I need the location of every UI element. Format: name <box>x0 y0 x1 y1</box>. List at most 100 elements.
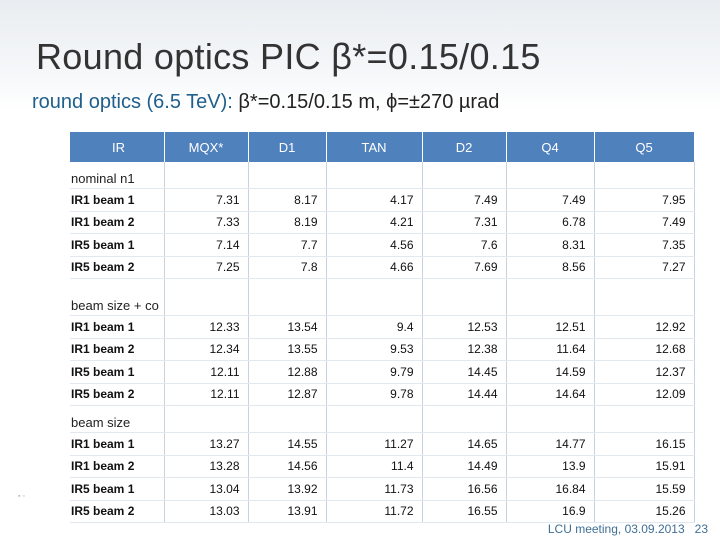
empty-cell <box>422 405 507 433</box>
value-cell: 7.35 <box>594 233 695 257</box>
value-cell: 7.49 <box>506 188 595 212</box>
value-cell: 4.56 <box>326 233 423 257</box>
section-title: beam size + co <box>70 278 165 316</box>
value-cell: 4.21 <box>326 211 423 234</box>
row-label: IR5 beam 2 <box>70 256 165 279</box>
table-row: IR5 beam 2 7.25 7.8 4.66 7.69 8.56 7.27 <box>70 256 695 279</box>
table-body: nominal n1 IR1 beam 1 7.31 8.17 4.17 7.49 7.49… <box>70 162 695 523</box>
empty-cell <box>422 278 507 316</box>
value-cell: 11.73 <box>326 477 423 501</box>
value-cell: 9.53 <box>326 338 423 361</box>
value-cell: 7.7 <box>248 233 327 257</box>
value-cell: 14.65 <box>422 432 507 456</box>
value-cell: 8.31 <box>506 233 595 257</box>
row-label: IR1 beam 1 <box>70 188 165 212</box>
value-cell: 14.55 <box>248 432 327 456</box>
value-cell: 16.56 <box>422 477 507 501</box>
section-title-text: beam size + co <box>71 298 159 313</box>
value-cell: 8.17 <box>248 188 327 212</box>
value-cell: 16.55 <box>422 500 507 523</box>
column-header: MQX* <box>164 132 249 162</box>
value-cell: 11.27 <box>326 432 423 456</box>
column-header: IR <box>70 132 165 162</box>
value-cell: 11.4 <box>326 455 423 478</box>
value-cell: 7.6 <box>422 233 507 257</box>
value-cell: 7.27 <box>594 256 695 279</box>
table-row: IR5 beam 1 12.11 12.88 9.79 14.45 14.59 12.37 <box>70 360 695 384</box>
value-cell: 14.49 <box>422 455 507 478</box>
empty-cell <box>326 405 423 433</box>
value-cell: 12.53 <box>422 315 507 339</box>
row-label: IR5 beam 1 <box>70 477 165 501</box>
row-label: IR1 beam 2 <box>70 211 165 234</box>
table-row: IR1 beam 1 13.27 14.55 11.27 14.65 14.77 16.15 <box>70 432 695 456</box>
value-cell: 9.4 <box>326 315 423 339</box>
value-cell: 11.72 <box>326 500 423 523</box>
table-row: IR1 beam 2 12.34 13.55 9.53 12.38 11.64 12.68 <box>70 338 695 361</box>
value-cell: 14.45 <box>422 360 507 384</box>
value-cell: 8.19 <box>248 211 327 234</box>
row-label: IR5 beam 1 <box>70 233 165 257</box>
value-cell: 12.92 <box>594 315 695 339</box>
table-row: IR1 beam 1 7.31 8.17 4.17 7.49 7.49 7.95 <box>70 188 695 212</box>
value-cell: 7.33 <box>164 211 249 234</box>
subtitle-accent: round optics (6.5 TeV): <box>32 91 233 113</box>
section-title-text: nominal n1 <box>71 171 135 186</box>
value-cell: 12.33 <box>164 315 249 339</box>
value-cell: 12.11 <box>164 360 249 384</box>
value-cell: 12.11 <box>164 383 249 406</box>
value-cell: 7.25 <box>164 256 249 279</box>
footer-text: LCU meeting, 03.09.2013 <box>547 522 685 536</box>
empty-cell <box>594 162 695 189</box>
value-cell: 7.49 <box>594 211 695 234</box>
column-header: D2 <box>422 132 507 162</box>
section-row: beam size + co <box>70 278 695 316</box>
empty-cell <box>506 162 595 189</box>
value-cell: 4.66 <box>326 256 423 279</box>
row-label: IR1 beam 1 <box>70 432 165 456</box>
section-title-text: beam size <box>71 415 131 430</box>
value-cell: 7.14 <box>164 233 249 257</box>
slide-subtitle: round optics (6.5 TeV): β*=0.15/0.15 m, … <box>32 91 499 114</box>
table-row: IR5 beam 1 13.04 13.92 11.73 16.56 16.84 15.59 <box>70 477 695 501</box>
section-title: beam size <box>70 405 165 433</box>
value-cell: 12.68 <box>594 338 695 361</box>
row-label: IR1 beam 2 <box>70 455 165 478</box>
value-cell: 16.15 <box>594 432 695 456</box>
value-cell: 12.34 <box>164 338 249 361</box>
value-cell: 16.9 <box>506 500 595 523</box>
table-row: IR5 beam 2 13.03 13.91 11.72 16.55 16.9 15.26 <box>70 500 695 523</box>
table-row: IR1 beam 2 13.28 14.56 11.4 14.49 13.9 15.91 <box>70 455 695 478</box>
empty-cell <box>422 162 507 189</box>
aperture-table-wrapper: IR MQX* D1 TAN D2 Q4 Q5 nominal n1 IR1 beam 1 7.… <box>70 132 695 523</box>
empty-cell <box>326 278 423 316</box>
page-number: 23 <box>694 522 708 536</box>
value-cell: 15.59 <box>594 477 695 501</box>
value-cell: 14.77 <box>506 432 595 456</box>
column-header: TAN <box>326 132 423 162</box>
row-label: IR5 beam 1 <box>70 360 165 384</box>
value-cell: 7.8 <box>248 256 327 279</box>
value-cell: 11.64 <box>506 338 595 361</box>
value-cell: 7.69 <box>422 256 507 279</box>
value-cell: 12.87 <box>248 383 327 406</box>
value-cell: 12.09 <box>594 383 695 406</box>
value-cell: 13.55 <box>248 338 327 361</box>
value-cell: 13.92 <box>248 477 327 501</box>
empty-cell <box>326 162 423 189</box>
column-header: Q5 <box>594 132 695 162</box>
slide-title: Round optics PIC β*=0.15/0.15 <box>36 36 541 77</box>
row-label: IR5 beam 2 <box>70 500 165 523</box>
column-header: Q4 <box>506 132 595 162</box>
table-row: IR1 beam 2 7.33 8.19 4.21 7.31 6.78 7.49 <box>70 211 695 234</box>
value-cell: 14.64 <box>506 383 595 406</box>
value-cell: 13.27 <box>164 432 249 456</box>
value-cell: 13.28 <box>164 455 249 478</box>
empty-cell <box>506 405 595 433</box>
table-header: IR MQX* D1 TAN D2 Q4 Q5 <box>70 132 695 162</box>
value-cell: 9.79 <box>326 360 423 384</box>
table-row: IR5 beam 1 7.14 7.7 4.56 7.6 8.31 7.35 <box>70 233 695 257</box>
table-row: IR1 beam 1 12.33 13.54 9.4 12.53 12.51 12.92 <box>70 315 695 339</box>
table-row: IR5 beam 2 12.11 12.87 9.78 14.44 14.64 12.09 <box>70 383 695 406</box>
value-cell: 13.54 <box>248 315 327 339</box>
